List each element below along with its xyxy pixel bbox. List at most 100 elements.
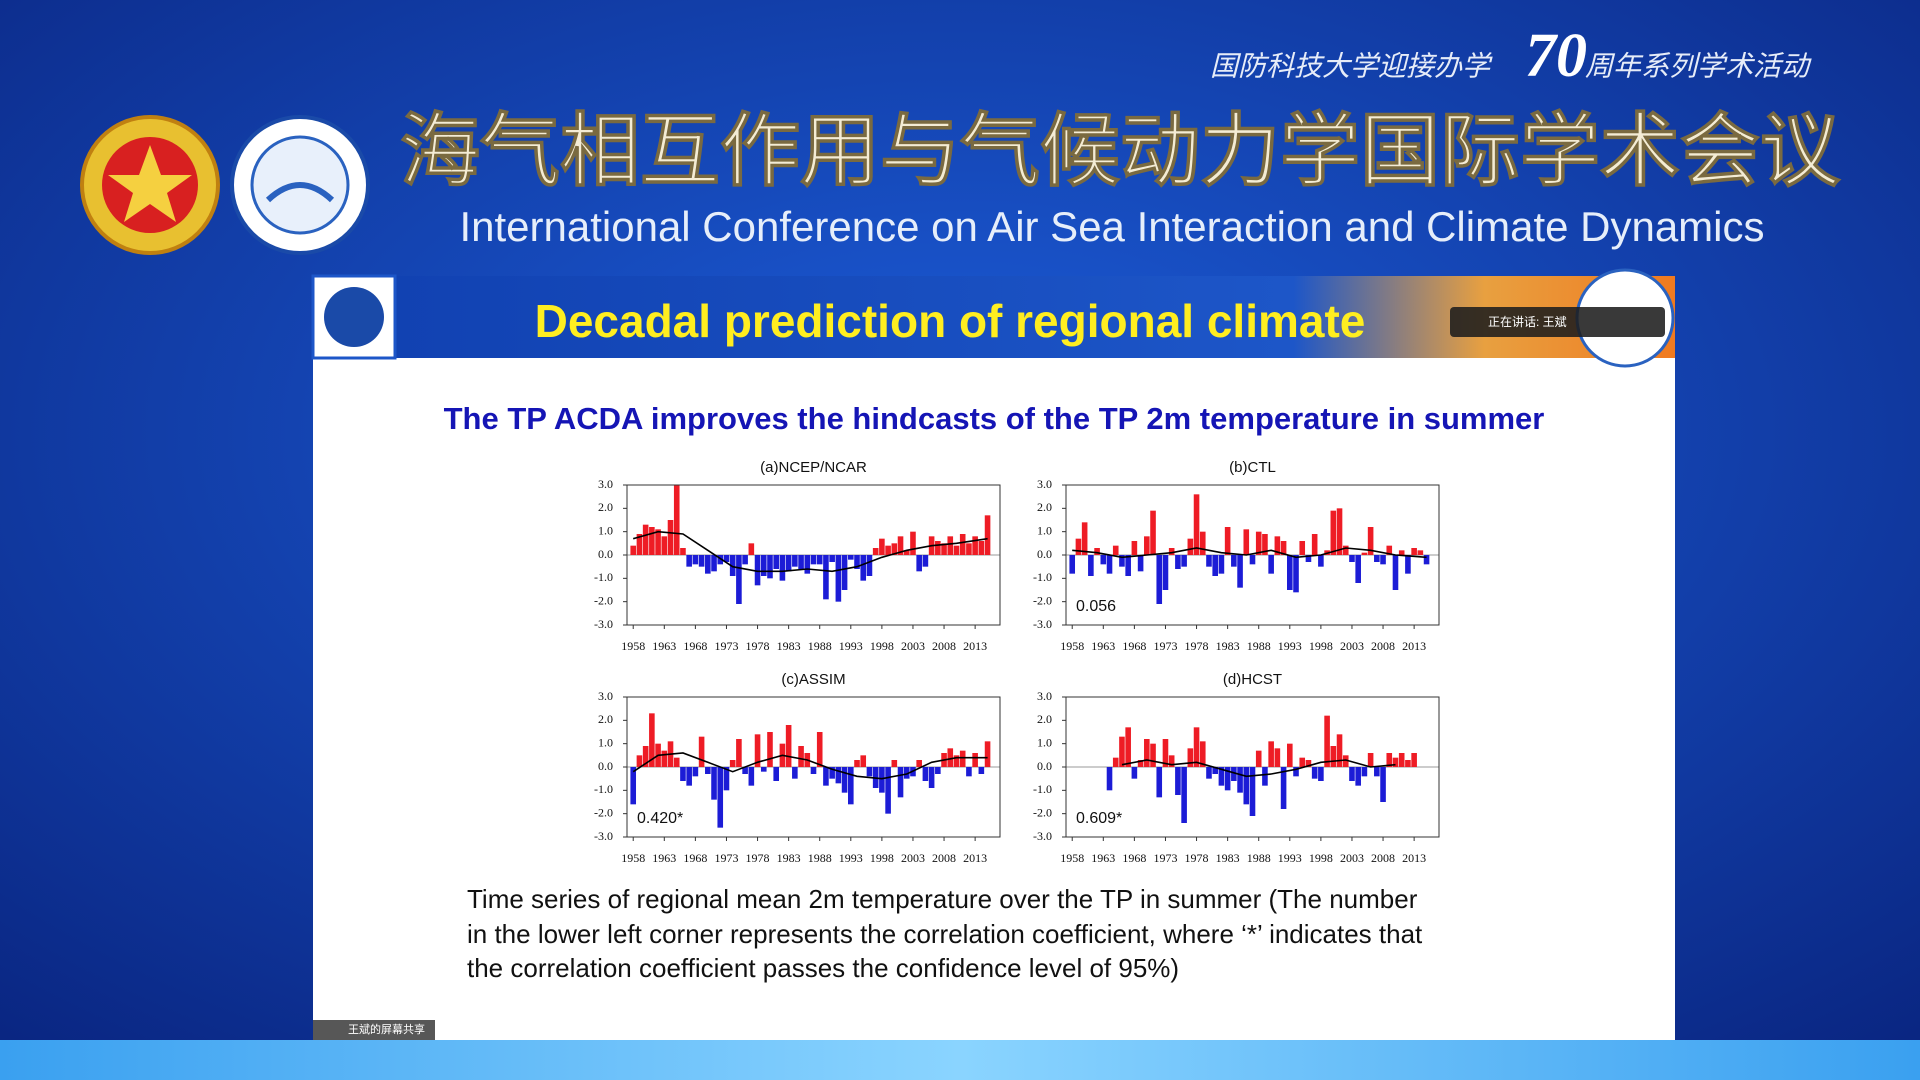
x-tick-label: 1963 bbox=[1091, 639, 1115, 653]
bar bbox=[1355, 767, 1361, 786]
y-tick-label: -3.0 bbox=[1033, 829, 1052, 843]
bar bbox=[1168, 548, 1175, 555]
chart-title: (b)CTL bbox=[1229, 459, 1276, 476]
bar bbox=[1305, 760, 1312, 767]
bar bbox=[1398, 753, 1405, 767]
bar bbox=[1224, 527, 1231, 555]
bar bbox=[1224, 767, 1231, 791]
bar bbox=[680, 767, 686, 781]
bar bbox=[1119, 555, 1125, 567]
bar bbox=[680, 548, 686, 555]
bar bbox=[984, 515, 991, 555]
x-tick-label: 1998 bbox=[1309, 639, 1333, 653]
bar bbox=[966, 767, 972, 777]
bar bbox=[767, 555, 773, 579]
x-tick-label: 1988 bbox=[1247, 639, 1271, 653]
bar bbox=[1280, 767, 1287, 809]
bar bbox=[1324, 715, 1330, 767]
x-tick-label: 1993 bbox=[1278, 851, 1302, 865]
bar bbox=[879, 767, 885, 793]
bar bbox=[953, 755, 960, 767]
y-tick-label: 1.0 bbox=[598, 735, 613, 749]
x-tick-label: 1973 bbox=[1153, 639, 1177, 653]
bar bbox=[661, 536, 668, 555]
bar bbox=[1206, 767, 1212, 779]
bar bbox=[1187, 748, 1194, 767]
bar bbox=[1106, 767, 1113, 791]
bar bbox=[1274, 748, 1281, 767]
x-tick-label: 2003 bbox=[901, 639, 925, 653]
bar bbox=[1318, 555, 1324, 567]
bar bbox=[686, 767, 692, 786]
bar bbox=[792, 555, 798, 567]
y-tick-label: 0.0 bbox=[598, 547, 613, 561]
bar bbox=[848, 555, 854, 560]
x-tick-label: 1983 bbox=[1216, 639, 1240, 653]
speaker-overlay bbox=[1450, 307, 1665, 337]
y-tick-label: 3.0 bbox=[598, 689, 613, 703]
bar bbox=[1330, 510, 1337, 555]
y-tick-label: 2.0 bbox=[598, 712, 613, 726]
bar bbox=[630, 545, 637, 555]
y-tick-label: 2.0 bbox=[1037, 500, 1052, 514]
bar bbox=[1181, 555, 1187, 567]
correlation-label: 0.609* bbox=[1076, 810, 1122, 827]
bar bbox=[922, 555, 929, 567]
bar bbox=[711, 555, 717, 572]
smoothed-line bbox=[1072, 547, 1427, 559]
bar bbox=[1181, 767, 1187, 823]
bar bbox=[1131, 541, 1138, 555]
slide-subtitle: The TP ACDA improves the hindcasts of th… bbox=[444, 401, 1545, 436]
bar bbox=[1411, 548, 1417, 555]
bar bbox=[1199, 531, 1206, 555]
bar bbox=[1199, 741, 1206, 767]
bar bbox=[966, 543, 972, 555]
bar bbox=[816, 555, 823, 565]
bar bbox=[673, 757, 680, 767]
share-badge bbox=[313, 1020, 435, 1040]
bar bbox=[1274, 536, 1281, 555]
x-tick-label: 1988 bbox=[1247, 851, 1271, 865]
bar bbox=[773, 767, 779, 781]
chart-title: (a)NCEP/NCAR bbox=[760, 459, 867, 476]
bar bbox=[1137, 555, 1144, 572]
bar bbox=[1218, 555, 1225, 574]
x-tick-label: 1998 bbox=[870, 639, 894, 653]
x-tick-label: 1963 bbox=[1091, 851, 1115, 865]
bar bbox=[885, 545, 891, 555]
bar bbox=[642, 746, 649, 767]
bar bbox=[891, 760, 898, 767]
bar bbox=[866, 767, 873, 777]
x-tick-label: 1958 bbox=[621, 639, 645, 653]
bar bbox=[1262, 534, 1268, 555]
chart-title: (d)HCST bbox=[1223, 671, 1282, 688]
bar bbox=[866, 555, 873, 576]
bar bbox=[1305, 555, 1312, 562]
bar bbox=[1218, 767, 1225, 786]
bar bbox=[1069, 555, 1076, 574]
bar bbox=[1237, 767, 1243, 793]
x-tick-label: 1988 bbox=[808, 639, 832, 653]
bar bbox=[1336, 508, 1343, 555]
bar bbox=[1268, 741, 1274, 767]
y-tick-label: -2.0 bbox=[1033, 805, 1052, 819]
y-tick-label: 3.0 bbox=[598, 477, 613, 491]
bar bbox=[879, 538, 885, 555]
bar bbox=[1175, 555, 1181, 569]
bar bbox=[779, 555, 786, 581]
x-tick-label: 1968 bbox=[1122, 639, 1146, 653]
y-tick-label: 0.0 bbox=[1037, 547, 1052, 561]
x-tick-label: 1978 bbox=[1185, 639, 1209, 653]
y-tick-label: 3.0 bbox=[1037, 689, 1052, 703]
bar bbox=[1367, 527, 1374, 555]
bar bbox=[1137, 760, 1144, 767]
bar bbox=[736, 555, 742, 604]
bar bbox=[1392, 555, 1399, 590]
bar bbox=[1125, 727, 1131, 767]
caption: in the lower left corner represents the … bbox=[467, 919, 1423, 949]
x-tick-label: 1993 bbox=[1278, 639, 1302, 653]
bar bbox=[698, 555, 705, 567]
bar bbox=[1311, 767, 1318, 779]
bar bbox=[1287, 743, 1293, 767]
